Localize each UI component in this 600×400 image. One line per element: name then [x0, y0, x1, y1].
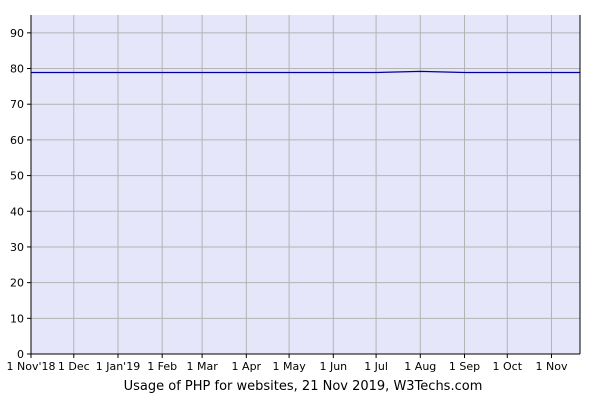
x-tick-label-4: 1 Mar	[186, 360, 218, 373]
x-tick-label-0: 1 Nov'18	[7, 360, 56, 373]
y-tick-label-50: 50	[10, 170, 24, 183]
y-tick-label-10: 10	[10, 312, 24, 325]
horizontal-gridlines	[31, 32, 580, 319]
plot-background	[31, 15, 580, 354]
x-tick-label-10: 1 Sep	[449, 360, 480, 373]
vertical-gridlines	[73, 15, 552, 354]
x-tick-label-1: 1 Dec	[58, 360, 90, 373]
x-tick-label-2: 1 Jan'19	[96, 360, 140, 373]
x-tick-label-11: 1 Oct	[493, 360, 523, 373]
x-tick-labels: 1 Nov'18 1 Dec 1 Jan'19 1 Feb 1 Mar 1 Apr 1 Ma…	[7, 354, 568, 373]
x-tick-label-7: 1 Jun	[319, 360, 347, 373]
y-tick-label-80: 80	[10, 63, 24, 76]
y-tick-label-40: 40	[10, 205, 24, 218]
y-tick-label-0: 0	[17, 348, 24, 361]
series-layer	[31, 70, 580, 74]
series-line-0	[31, 70, 580, 74]
x-tick-label-12: 1 Nov	[535, 360, 567, 373]
x-tick-label-9: 1 Aug	[404, 360, 436, 373]
y-tick-label-70: 70	[10, 98, 24, 111]
chart-caption: Usage of PHP for websites, 21 Nov 2019, …	[124, 379, 483, 394]
y-tick-label-90: 90	[10, 27, 24, 40]
axes	[30, 15, 581, 355]
x-tick-label-3: 1 Feb	[147, 360, 177, 373]
y-tick-label-30: 30	[10, 241, 24, 254]
y-tick-labels: 0 10 20 30 40 50 60 70 80 90	[10, 27, 31, 361]
x-tick-label-8: 1 Jul	[364, 360, 388, 373]
y-tick-label-60: 60	[10, 134, 24, 147]
y-tick-label-20: 20	[10, 277, 24, 290]
x-tick-label-6: 1 May	[272, 360, 306, 373]
x-tick-label-5: 1 Apr	[232, 360, 262, 373]
